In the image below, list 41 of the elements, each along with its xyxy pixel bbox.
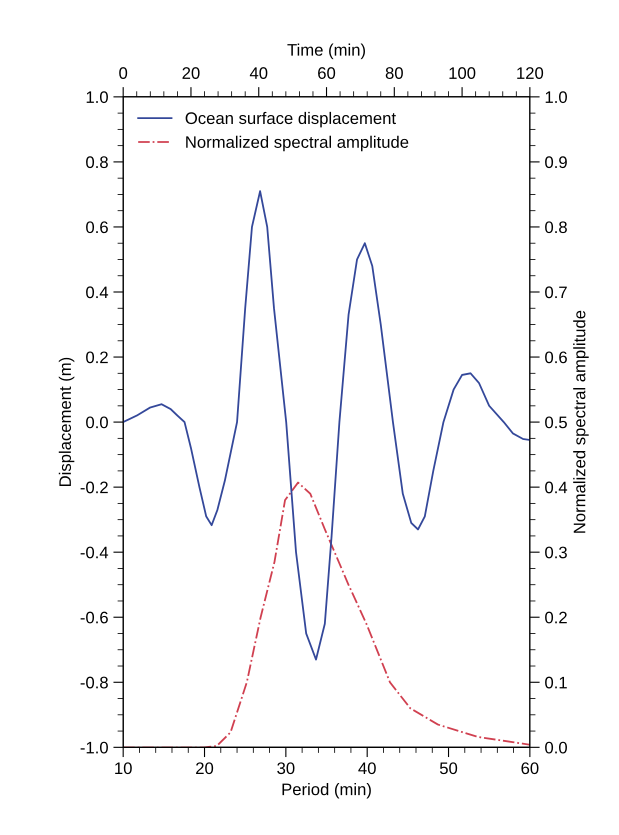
x2-tick-label: 20: [182, 67, 200, 79]
y2-tick-label: 0.9: [545, 156, 567, 168]
y2-tick-label: 0.3: [545, 546, 567, 558]
y2-tick-label: 1.0: [546, 91, 567, 104]
x-axis-title: Period (min): [282, 783, 371, 799]
legend-label: Normalized spectral amplitude: [186, 136, 408, 152]
legend-label: Ocean surface displacement: [186, 112, 396, 128]
x2-tick-label: 80: [386, 67, 403, 79]
y-tick-label: -0.8: [80, 676, 108, 688]
y-tick-label: 0.4: [86, 286, 108, 298]
y2-axis-title: Normalized spectral amplitude: [573, 310, 589, 533]
x2-tick-label: 60: [318, 67, 336, 79]
x-tick-label: 50: [440, 762, 458, 774]
y-tick-label: 0.2: [86, 351, 108, 364]
y-tick-label: -0.2: [80, 482, 108, 494]
y-tick-label: 0.6: [86, 221, 108, 234]
y2-tick-label: 0.7: [545, 286, 567, 298]
x2-tick-label: 120: [517, 67, 544, 79]
y-tick-label: 0.0: [86, 416, 108, 428]
y2-tick-label: 0.4: [545, 482, 568, 494]
y-tick-label: -0.4: [80, 546, 108, 558]
y-axis-title: Displacement (m): [58, 358, 74, 486]
y-tick-label: 0.8: [86, 156, 108, 168]
y2-tick-label: 0.1: [545, 676, 567, 688]
x-tick-label: 40: [358, 762, 376, 774]
y2-tick-label: 0.8: [545, 221, 567, 234]
x-tick-label: 20: [196, 762, 214, 774]
y-tick-label: -0.6: [80, 612, 108, 624]
x2-tick-label: 40: [250, 67, 268, 79]
y2-tick-label: 0.6: [545, 351, 567, 364]
x2-axis-title: Time (min): [287, 44, 365, 60]
y-tick-label: -1.0: [80, 742, 108, 754]
y2-tick-label: 0.5: [545, 416, 567, 428]
x2-tick-label: 0: [119, 67, 128, 79]
x-tick-label: 30: [277, 762, 294, 774]
x-tick-label: 60: [521, 762, 538, 774]
y2-tick-label: 0.0: [545, 742, 567, 754]
y-tick-label: 1.0: [86, 91, 108, 104]
x-tick-label: 10: [115, 762, 132, 774]
y2-tick-label: 0.2: [545, 612, 567, 624]
x2-tick-label: 100: [449, 67, 476, 79]
